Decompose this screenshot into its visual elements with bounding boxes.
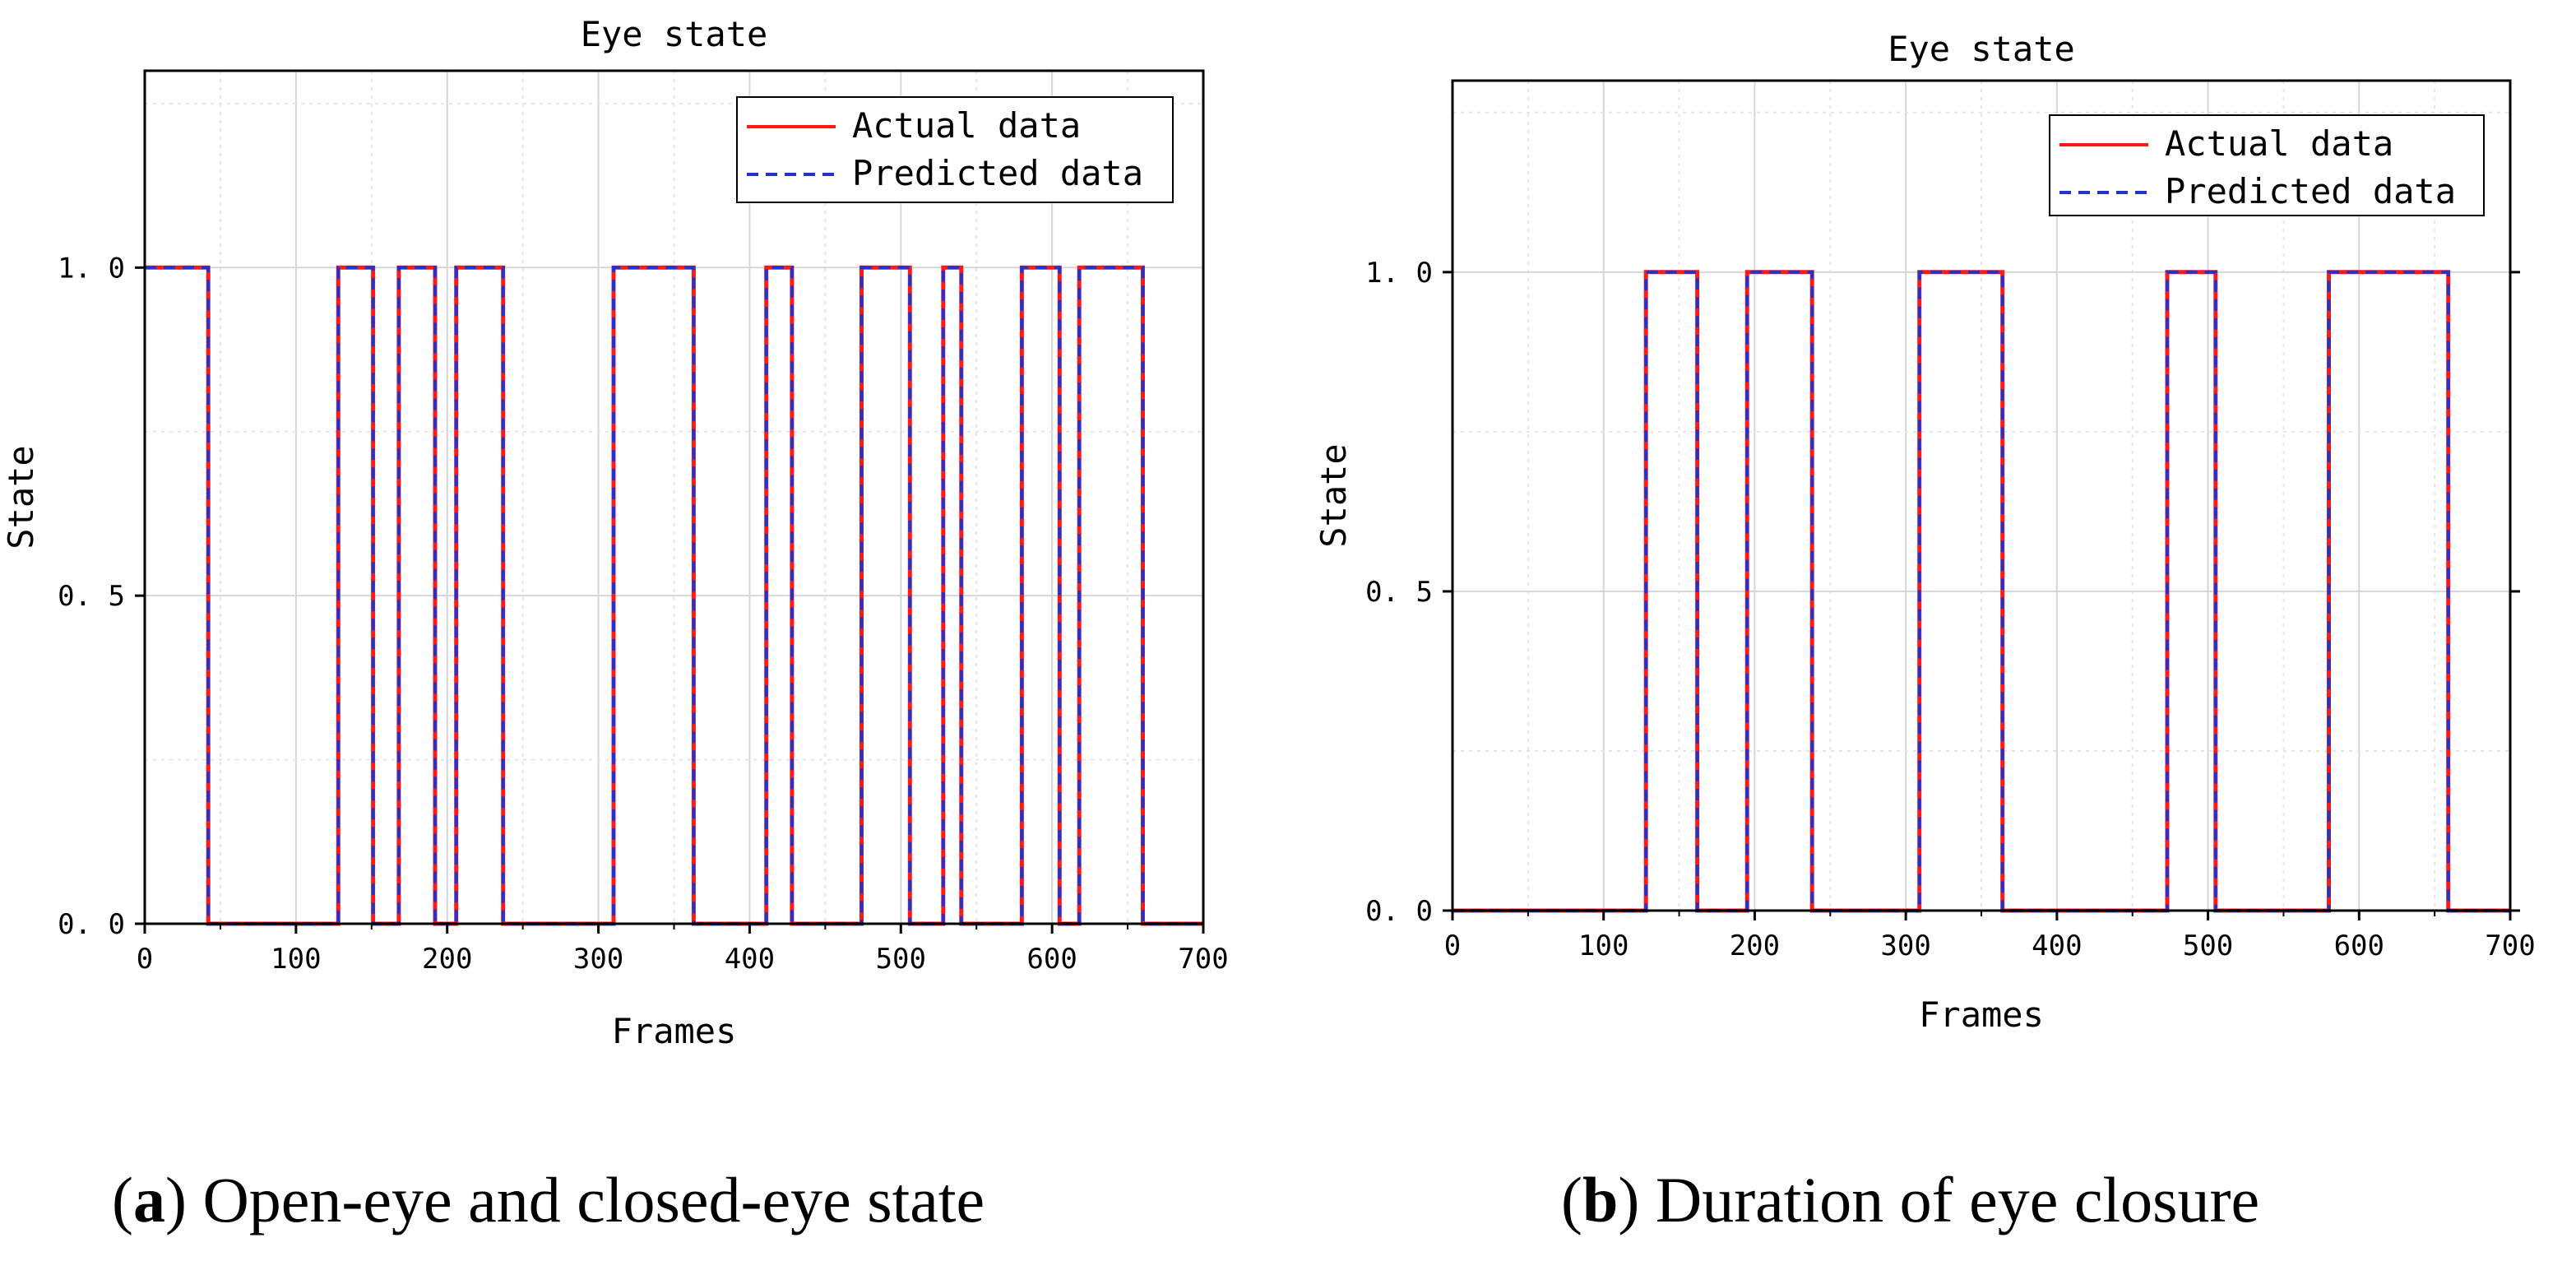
chart-a: 0 100 200 300 400 500 600 700 0. 0 0. 5 1. 0 Eye st… bbox=[1, 14, 1229, 1051]
chart-a-y-tick-label: 0. 0 bbox=[58, 908, 125, 941]
chart-b-y-axis-label: State bbox=[1313, 443, 1354, 547]
chart-b-x-tick-label: 400 bbox=[2032, 930, 2082, 962]
chart-b-legend-label-actual: Actual data bbox=[2165, 123, 2393, 164]
chart-b-y-tick-label: 0. 0 bbox=[1365, 895, 1433, 928]
chart-a-y-axis-label: State bbox=[1, 445, 41, 549]
chart-b-title: Eye state bbox=[1888, 29, 2075, 69]
chart-b-x-tick-label: 600 bbox=[2334, 930, 2384, 962]
chart-b-legend-box bbox=[2049, 114, 2485, 216]
caption-b-text: Duration of eye closure bbox=[1655, 1164, 2260, 1236]
chart-b-x-tick-label: 700 bbox=[2485, 930, 2535, 962]
chart-a-x-tick-label: 300 bbox=[573, 943, 623, 976]
chart-b-x-tick-label: 300 bbox=[1880, 930, 1930, 962]
chart-a-x-tick-label: 200 bbox=[422, 943, 472, 976]
chart-a-x-tick-label: 500 bbox=[876, 943, 926, 976]
caption-b-letter: b bbox=[1582, 1164, 1619, 1236]
chart-a-x-axis-label: Frames bbox=[612, 1011, 737, 1051]
chart-a-x-tick-label: 700 bbox=[1178, 943, 1228, 976]
chart-a-x-tick-label: 0 bbox=[137, 943, 153, 976]
chart-b-y-tick-label: 1. 0 bbox=[1365, 257, 1433, 290]
caption-a-letter: a bbox=[132, 1164, 165, 1236]
chart-a-title: Eye state bbox=[581, 14, 768, 54]
chart-a-legend-box bbox=[736, 96, 1174, 203]
chart-a-x-tick-label: 400 bbox=[725, 943, 775, 976]
chart-b: 0 100 200 300 400 500 600 700 0. 0 0. 5 1. 0 Eye st… bbox=[1313, 29, 2536, 1035]
chart-a-y-tick-label: 0. 5 bbox=[58, 580, 125, 613]
chart-b-x-tick-label: 0 bbox=[1444, 930, 1461, 962]
caption-b: (b) Duration of eye closure bbox=[1561, 1164, 2260, 1236]
chart-a-x-tick-label: 600 bbox=[1026, 943, 1077, 976]
chart-b-y-tick-label: 0. 5 bbox=[1365, 576, 1433, 609]
chart-a-series-predicted-line bbox=[145, 266, 1203, 925]
chart-b-x-tick-label: 200 bbox=[1730, 930, 1780, 962]
chart-b-legend-label-predicted: Predicted data bbox=[2165, 171, 2456, 211]
chart-b-x-tick-label: 500 bbox=[2183, 930, 2233, 962]
chart-b-x-tick-label: 100 bbox=[1578, 930, 1629, 962]
chart-b-x-axis-label: Frames bbox=[1919, 994, 2044, 1035]
chart-a-legend-label-actual: Actual data bbox=[852, 105, 1081, 146]
chart-b-series-predicted-line bbox=[1452, 270, 2510, 912]
chart-a-legend-label-predicted: Predicted data bbox=[852, 153, 1143, 193]
caption-a-text: Open-eye and closed-eye state bbox=[202, 1164, 985, 1236]
caption-a: (a) Open-eye and closed-eye state bbox=[112, 1164, 985, 1236]
chart-a-y-tick-label: 1. 0 bbox=[58, 252, 125, 285]
chart-a-x-tick-label: 100 bbox=[271, 943, 321, 976]
